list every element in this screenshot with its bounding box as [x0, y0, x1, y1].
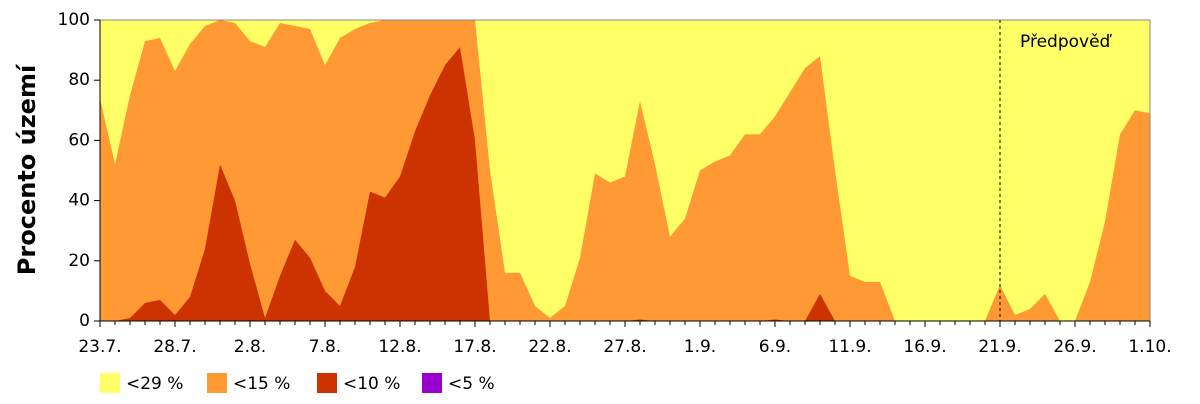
- y-tick-label: 40: [68, 191, 90, 211]
- y-tick-label: 0: [79, 311, 90, 331]
- legend-swatch: [100, 373, 120, 393]
- x-tick-label: 21.9.: [978, 337, 1021, 357]
- x-tick-label: 2.8.: [234, 337, 266, 357]
- legend-swatch: [207, 373, 227, 393]
- x-tick-label: 27.8.: [603, 337, 646, 357]
- legend-label: <15 %: [233, 374, 290, 394]
- forecast-label: Předpověď: [1020, 32, 1113, 52]
- y-tick-label: 80: [68, 70, 90, 90]
- y-tick-label: 100: [58, 10, 90, 30]
- x-tick-label: 12.8.: [378, 337, 421, 357]
- y-axis-label: Procento území: [13, 63, 41, 275]
- legend-label: <10 %: [343, 374, 400, 394]
- x-tick-label: 28.7.: [153, 337, 196, 357]
- x-tick-label: 1.10.: [1128, 337, 1171, 357]
- x-tick-label: 11.9.: [828, 337, 871, 357]
- y-tick-label: 20: [68, 251, 90, 271]
- legend-swatch: [422, 373, 442, 393]
- area: [100, 47, 1150, 322]
- y-tick-label: 60: [68, 130, 90, 150]
- x-tick-label: 26.9.: [1053, 337, 1096, 357]
- x-tick-label: 16.9.: [903, 337, 946, 357]
- x-tick-label: 23.7.: [78, 337, 121, 357]
- x-tick-label: 7.8.: [309, 337, 341, 357]
- legend-label: <5 %: [448, 374, 495, 394]
- x-tick-label: 17.8.: [453, 337, 496, 357]
- x-tick-label: 1.9.: [684, 337, 716, 357]
- legend-label: <29 %: [126, 374, 183, 394]
- legend-swatch: [317, 373, 337, 393]
- x-tick-label: 22.8.: [528, 337, 571, 357]
- x-tick-label: 6.9.: [759, 337, 791, 357]
